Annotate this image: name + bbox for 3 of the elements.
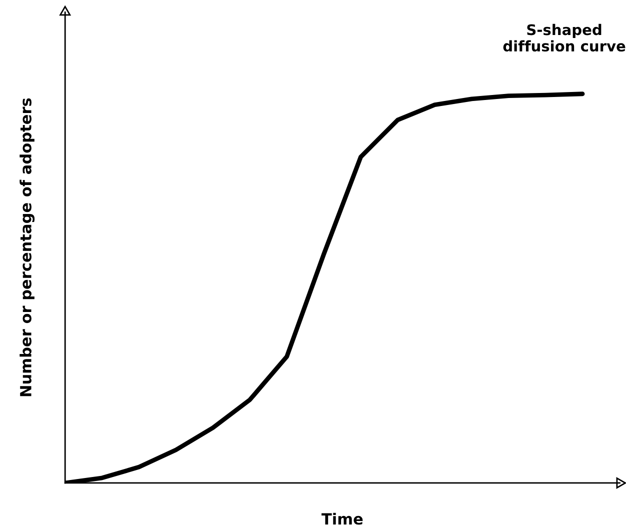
x-axis-title: Time — [322, 512, 363, 525]
text: S-shaped diffusion curve — [503, 24, 626, 52]
y-axis-title: Number or percentage of adopters — [20, 98, 35, 396]
